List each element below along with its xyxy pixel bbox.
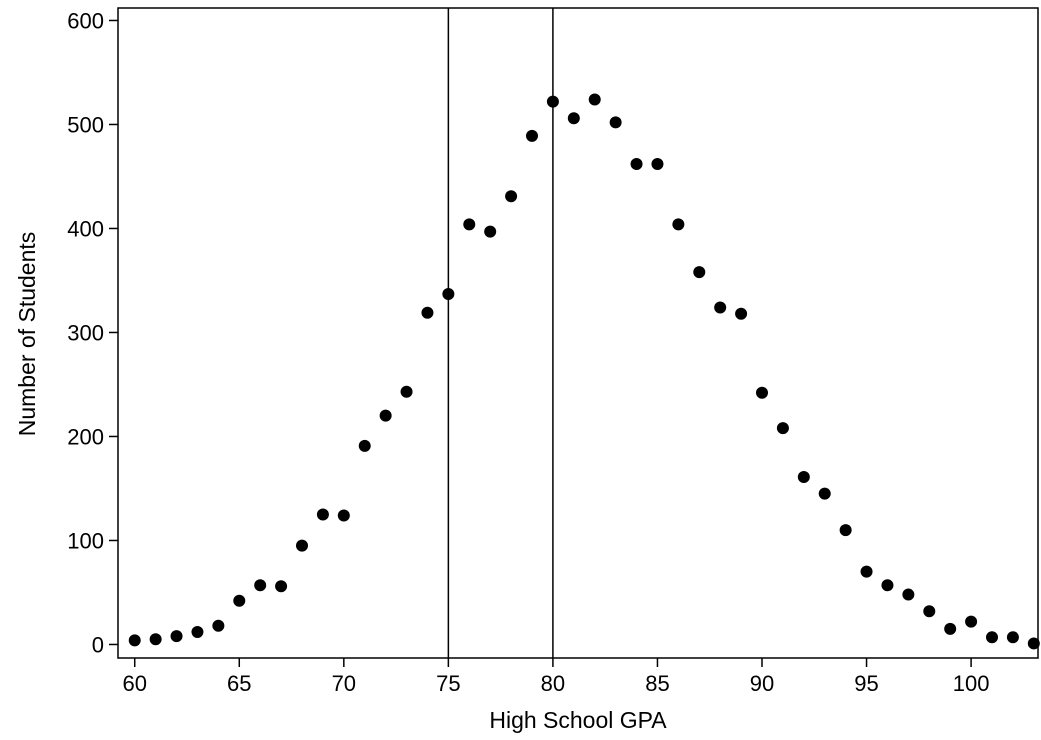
data-point (818, 487, 831, 500)
data-point (254, 579, 267, 592)
data-point (484, 225, 497, 238)
data-point (379, 409, 392, 422)
y-axis-title: Number of Students (14, 232, 40, 437)
data-point (672, 218, 685, 231)
y-tick-label: 200 (67, 424, 104, 449)
data-point (881, 579, 894, 592)
data-point (358, 439, 371, 452)
data-point (505, 190, 518, 203)
data-point (463, 218, 476, 231)
data-point (149, 633, 162, 646)
data-point (546, 95, 559, 108)
data-point (714, 301, 727, 314)
x-tick-label: 95 (854, 671, 878, 696)
data-point (296, 539, 308, 552)
data-point (1006, 631, 1019, 644)
y-tick-label: 300 (67, 320, 104, 345)
x-tick-label: 80 (541, 671, 565, 696)
data-point (923, 605, 936, 618)
data-point (756, 386, 768, 399)
y-tick-label: 100 (67, 528, 104, 553)
data-point (986, 631, 998, 644)
data-point (588, 93, 601, 106)
y-tick-label: 400 (67, 216, 104, 241)
data-point (526, 129, 538, 142)
reference-lines (447, 8, 554, 658)
x-tick-label: 70 (332, 671, 356, 696)
y-tick-label: 500 (67, 112, 104, 137)
data-point (839, 524, 852, 537)
data-points (128, 93, 1040, 650)
data-point (400, 385, 413, 398)
data-point (735, 307, 748, 320)
y-axis-ticks: 0 100 200 300 400 500 600 (67, 8, 118, 657)
data-point (630, 158, 643, 170)
data-point (421, 306, 434, 319)
data-point (442, 288, 455, 300)
x-tick-label: 85 (645, 671, 669, 696)
data-point (965, 615, 978, 628)
data-point (212, 619, 225, 632)
data-point (128, 634, 141, 647)
x-axis-title: High School GPA (489, 707, 667, 733)
data-point (275, 580, 288, 593)
data-point (316, 508, 329, 521)
data-point (1027, 637, 1040, 650)
x-axis-ticks: 60 65 70 75 80 85 90 95 100 (122, 658, 989, 696)
data-point (902, 588, 915, 601)
data-point (797, 471, 810, 484)
data-point (860, 565, 873, 578)
data-point (567, 112, 580, 125)
y-tick-label: 0 (92, 632, 104, 657)
y-tick-label: 600 (67, 8, 104, 33)
x-tick-label: 75 (436, 671, 460, 696)
data-point (944, 622, 957, 635)
data-point (191, 626, 204, 638)
data-point (776, 422, 789, 435)
data-point (609, 116, 622, 129)
data-point (693, 266, 706, 279)
x-tick-label: 100 (953, 671, 990, 696)
data-point (651, 158, 664, 170)
x-tick-label: 60 (122, 671, 146, 696)
data-point (233, 594, 246, 607)
x-tick-label: 90 (750, 671, 774, 696)
data-point (170, 630, 183, 643)
plot-area-frame (117, 7, 1039, 659)
x-tick-label: 65 (227, 671, 251, 696)
data-point (337, 509, 350, 522)
